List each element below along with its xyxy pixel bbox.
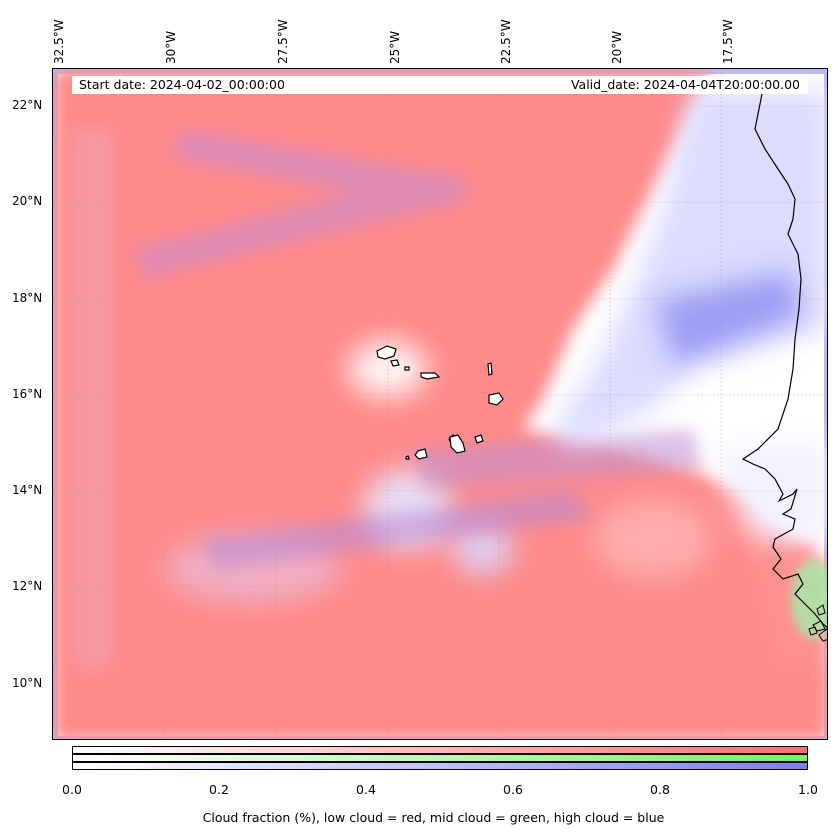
- lat-label-14n: 14°N: [12, 483, 43, 497]
- high-cloud-layer: [553, 89, 827, 539]
- lat-label-12n: 12°N: [12, 579, 43, 593]
- lon-label-32-5w: 32.5°W: [52, 19, 66, 64]
- colorbar-low-cloud: [72, 746, 808, 754]
- colorbar-tick-0-4: 0.4: [356, 782, 376, 797]
- colorbar-tick-0-8: 0.8: [650, 782, 670, 797]
- map-canvas: [53, 69, 827, 739]
- date-info-box: Start date: 2024-04-02_00:00:00 Valid_da…: [72, 76, 808, 94]
- lat-label-20n: 20°N: [12, 194, 43, 208]
- colorbar-high-cloud: [72, 762, 808, 770]
- cape-verde-islands: [376, 345, 504, 460]
- lat-label-10n: 10°N: [12, 676, 43, 690]
- lon-label-17-5w: 17.5°W: [721, 19, 735, 64]
- lon-label-25w: 25°W: [388, 30, 402, 64]
- lon-label-30w: 30°W: [164, 30, 178, 64]
- lon-label-27-5w: 27.5°W: [276, 19, 290, 64]
- coastal-islands: [808, 604, 827, 642]
- colorbar-tick-1-0: 1.0: [798, 782, 818, 797]
- lat-label-22n: 22°N: [12, 98, 43, 112]
- lat-label-18n: 18°N: [12, 291, 43, 305]
- gridlines: [53, 69, 827, 739]
- start-date-label: Start date: 2024-04-02_00:00:00: [79, 77, 285, 92]
- colorbar-caption: Cloud fraction (%), low cloud = red, mid…: [202, 810, 665, 825]
- cloud-fraction-map: [52, 68, 828, 740]
- valid-date-label: Valid_date: 2024-04-04T20:00:00.00: [570, 77, 800, 92]
- lat-label-16n: 16°N: [12, 387, 43, 401]
- colorbar-tick-0: 0.0: [62, 782, 82, 797]
- colorbar-tick-0-2: 0.2: [209, 782, 229, 797]
- lon-label-22-5w: 22.5°W: [499, 19, 513, 64]
- colorbar-mid-cloud: [72, 754, 808, 762]
- africa-coastline: [741, 88, 827, 629]
- high-cloud-streaks: [73, 129, 703, 669]
- colorbar-tick-0-6: 0.6: [503, 782, 523, 797]
- lon-label-20w: 20°W: [610, 30, 624, 64]
